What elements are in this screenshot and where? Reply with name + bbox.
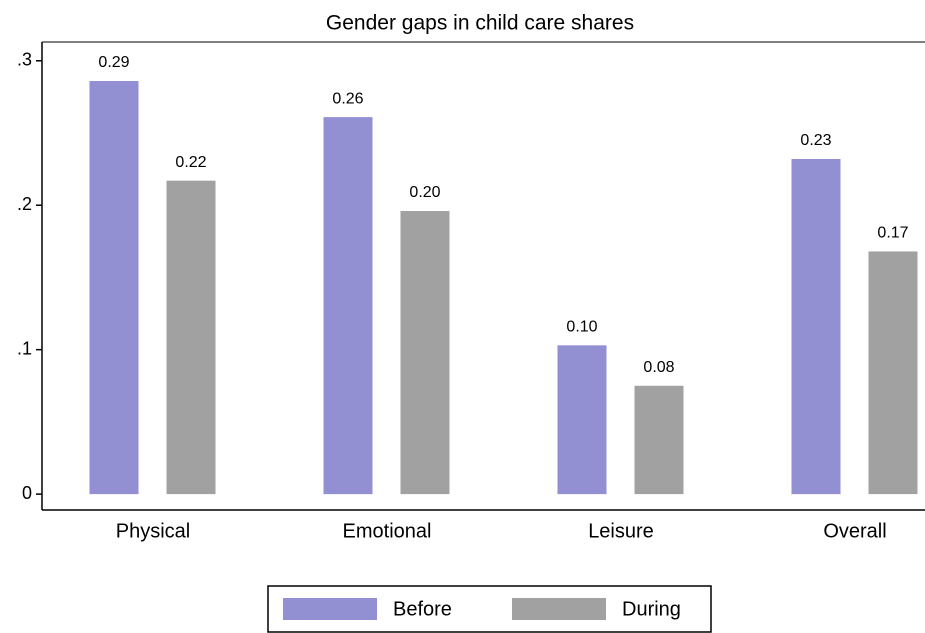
value-label: 0.20 [409, 184, 440, 201]
bar [89, 81, 139, 495]
bar [634, 385, 684, 495]
y-tick-label: 0 [22, 483, 32, 503]
bar [323, 117, 373, 495]
x-tick-label: Overall [823, 520, 886, 542]
value-label: 0.17 [877, 225, 908, 242]
bar [791, 159, 841, 495]
legend-label: Before [393, 598, 452, 620]
bar [166, 180, 216, 495]
bar [400, 211, 450, 495]
x-tick-label: Emotional [343, 520, 432, 542]
value-label: 0.29 [98, 54, 129, 71]
y-tick-label: .2 [17, 194, 32, 214]
x-tick-label: Leisure [588, 520, 654, 542]
legend-label: During [622, 598, 681, 620]
bar [557, 345, 607, 495]
bar [868, 251, 918, 495]
value-label: 0.10 [566, 319, 597, 336]
legend-swatch [512, 598, 606, 620]
legend-box [267, 585, 712, 633]
value-label: 0.23 [800, 132, 831, 149]
value-label: 0.26 [332, 90, 363, 107]
x-tick-label: Physical [116, 520, 190, 542]
legend-swatch [283, 598, 377, 620]
y-tick-label: .1 [17, 338, 32, 358]
y-tick-label: .3 [17, 50, 32, 70]
value-label: 0.08 [643, 359, 674, 376]
chart-title: Gender gaps in child care shares [326, 12, 634, 35]
value-label: 0.22 [175, 154, 206, 171]
